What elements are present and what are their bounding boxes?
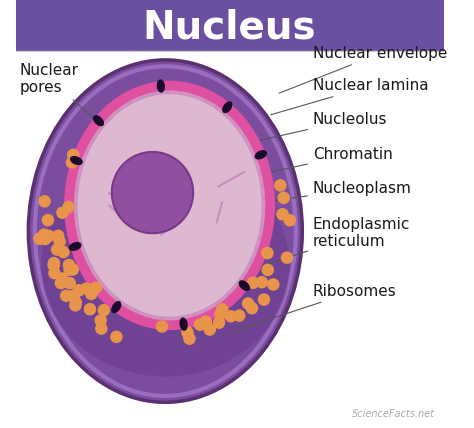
Ellipse shape xyxy=(112,302,120,312)
Circle shape xyxy=(64,277,75,288)
Circle shape xyxy=(262,247,273,259)
Circle shape xyxy=(48,260,59,271)
Circle shape xyxy=(256,276,267,288)
Circle shape xyxy=(39,196,50,207)
Circle shape xyxy=(63,202,74,213)
Circle shape xyxy=(54,236,65,247)
Circle shape xyxy=(111,331,122,342)
Text: Chromatin: Chromatin xyxy=(219,146,393,184)
Circle shape xyxy=(58,247,69,258)
Text: Nuclear envelope: Nuclear envelope xyxy=(279,46,447,93)
Circle shape xyxy=(194,319,206,330)
Circle shape xyxy=(48,258,59,269)
Circle shape xyxy=(64,264,75,275)
Ellipse shape xyxy=(180,318,187,330)
Circle shape xyxy=(246,303,257,314)
Circle shape xyxy=(53,230,64,241)
FancyBboxPatch shape xyxy=(16,0,444,51)
Circle shape xyxy=(56,273,68,284)
Circle shape xyxy=(66,157,78,168)
Circle shape xyxy=(275,180,286,191)
Circle shape xyxy=(184,333,195,344)
Circle shape xyxy=(96,323,107,334)
Circle shape xyxy=(278,192,289,203)
Circle shape xyxy=(217,304,228,315)
Circle shape xyxy=(215,309,226,320)
Ellipse shape xyxy=(69,243,81,250)
Circle shape xyxy=(34,233,45,244)
Circle shape xyxy=(40,233,51,244)
Circle shape xyxy=(38,229,49,240)
Circle shape xyxy=(262,265,273,276)
Ellipse shape xyxy=(255,151,266,159)
Circle shape xyxy=(200,316,211,327)
Circle shape xyxy=(156,321,168,332)
Text: Endoplasmic
reticulum: Endoplasmic reticulum xyxy=(254,217,410,269)
Circle shape xyxy=(204,324,215,335)
Ellipse shape xyxy=(239,281,249,290)
Circle shape xyxy=(90,282,101,294)
Text: Nucleoplasm: Nucleoplasm xyxy=(241,181,412,205)
Circle shape xyxy=(68,290,80,301)
Circle shape xyxy=(247,277,259,288)
Circle shape xyxy=(70,300,81,311)
Circle shape xyxy=(43,230,55,241)
Circle shape xyxy=(67,264,78,275)
Ellipse shape xyxy=(112,152,193,233)
Circle shape xyxy=(225,311,237,322)
Circle shape xyxy=(282,252,292,263)
Circle shape xyxy=(42,214,54,226)
Circle shape xyxy=(268,279,279,290)
Text: Nucleus: Nucleus xyxy=(143,9,316,47)
Circle shape xyxy=(234,310,245,321)
Text: ScienceFacts.net: ScienceFacts.net xyxy=(352,410,435,419)
Ellipse shape xyxy=(223,102,232,113)
Text: Nuclear lamina: Nuclear lamina xyxy=(271,78,428,115)
Circle shape xyxy=(57,207,68,218)
Circle shape xyxy=(84,304,96,315)
Circle shape xyxy=(182,327,193,338)
Ellipse shape xyxy=(69,86,270,325)
Circle shape xyxy=(55,277,66,288)
Circle shape xyxy=(73,285,84,296)
Circle shape xyxy=(284,215,295,226)
Circle shape xyxy=(70,297,82,308)
Ellipse shape xyxy=(157,80,164,92)
Ellipse shape xyxy=(41,154,290,377)
Text: Nuclear
pores: Nuclear pores xyxy=(20,63,103,127)
Circle shape xyxy=(213,317,225,328)
Circle shape xyxy=(98,305,109,316)
Text: Nucleolus: Nucleolus xyxy=(202,112,387,154)
Circle shape xyxy=(277,209,288,220)
Ellipse shape xyxy=(93,116,103,125)
Ellipse shape xyxy=(71,157,82,164)
Circle shape xyxy=(95,315,106,326)
Circle shape xyxy=(243,298,254,309)
Circle shape xyxy=(52,244,63,255)
Ellipse shape xyxy=(78,94,262,317)
Circle shape xyxy=(61,290,72,301)
Circle shape xyxy=(64,259,74,270)
Circle shape xyxy=(258,294,270,305)
Circle shape xyxy=(81,283,92,294)
Circle shape xyxy=(86,288,97,300)
Text: Ribosomes: Ribosomes xyxy=(228,283,397,333)
Circle shape xyxy=(49,268,60,279)
Ellipse shape xyxy=(28,60,302,402)
Circle shape xyxy=(68,149,79,160)
